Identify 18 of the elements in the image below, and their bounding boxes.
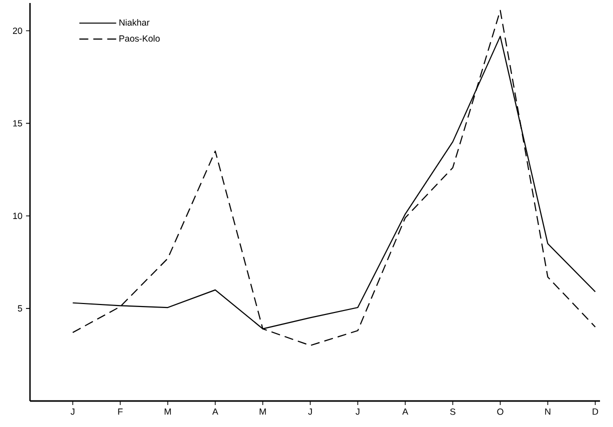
- y-tick-label: 20: [12, 28, 22, 34]
- x-tick-label: N: [545, 408, 550, 415]
- x-tick-label: A: [212, 408, 218, 415]
- x-tick-label: O: [497, 408, 504, 415]
- y-tick-label: 10: [13, 212, 22, 220]
- x-tick-label: F: [118, 408, 123, 415]
- x-tick-label: A: [402, 408, 408, 415]
- x-tick-label: M: [260, 408, 266, 415]
- x-tick-label: D: [592, 408, 598, 415]
- x-tick-label: S: [450, 408, 456, 415]
- x-tick-label: J: [308, 408, 312, 415]
- x-tick-label: J: [356, 408, 360, 415]
- x-tick-label: J: [70, 408, 74, 415]
- x-tick-label: M: [164, 408, 171, 415]
- legend-label: Niakhar: [119, 19, 150, 26]
- legend-label: Paos-Kolo: [119, 35, 160, 42]
- y-tick-label: 15: [13, 120, 22, 126]
- y-tick-label: 5: [18, 305, 22, 312]
